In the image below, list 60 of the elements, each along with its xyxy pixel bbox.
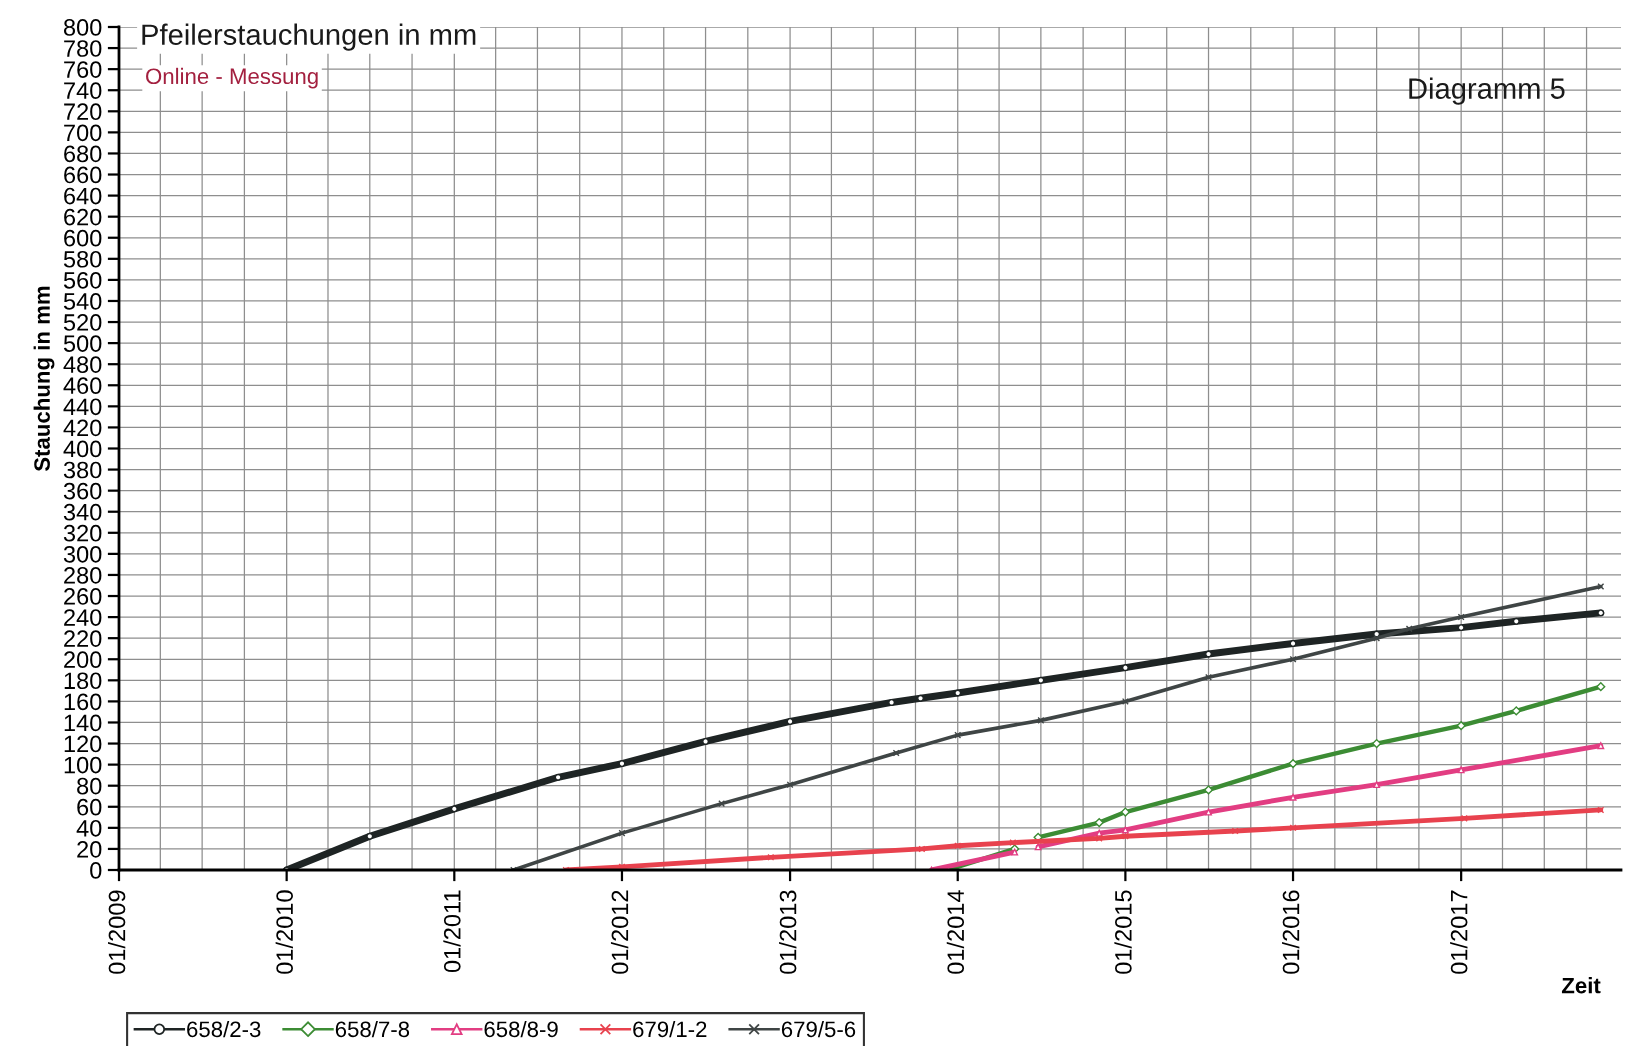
y-tick-label: 740: [64, 82, 102, 100]
y-tick-label: 760: [64, 61, 102, 78]
x-tick-label: 01/2009: [108, 890, 126, 974]
legend-label: 658/2-3: [187, 1020, 261, 1038]
chart-title: Pfeilerstauchungen in mm: [142, 23, 476, 51]
y-axis-title: Stauchung in mm: [33, 286, 55, 472]
x-axis-title: Zeit: [1561, 977, 1601, 994]
y-tick-label: 800: [63, 19, 102, 36]
y-tick-label: 280: [64, 567, 102, 584]
y-tick-label: 40: [76, 819, 102, 837]
y-tick-label: 540: [63, 293, 102, 310]
y-tick-label: 220: [64, 630, 102, 647]
y-tick-label: 700: [64, 124, 102, 142]
y-tick-label: 240: [64, 609, 102, 626]
y-tick-label: 340: [63, 503, 102, 521]
y-tick-label: 480: [63, 356, 102, 373]
y-tick-label: 180: [64, 672, 102, 690]
legend-label: 658/7-8: [335, 1020, 410, 1038]
y-tick-label: 420: [63, 419, 102, 437]
y-tick-label: 140: [64, 714, 102, 732]
x-tick-label: 01/2012: [610, 890, 629, 974]
x-tick-label: 01/2013: [779, 890, 797, 974]
y-tick-label: 620: [64, 208, 102, 226]
x-tick-label: 01/2010: [275, 890, 293, 974]
y-tick-label: 780: [64, 40, 102, 57]
y-tick-label: 260: [64, 588, 102, 605]
y-tick-label: 660: [64, 166, 102, 184]
x-tick-label: 01/2011: [443, 890, 461, 973]
y-tick-label: 580: [63, 250, 102, 268]
y-tick-label: 160: [64, 693, 102, 711]
y-tick-label: 0: [90, 862, 102, 879]
y-tick-label: 300: [63, 545, 102, 563]
legend-label: 658/8-9: [484, 1020, 558, 1038]
y-tick-label: 320: [63, 524, 102, 542]
y-tick-label: 400: [63, 440, 102, 458]
legend-label: 679/5-6: [781, 1020, 856, 1038]
x-tick-label: 01/2015: [1114, 890, 1132, 974]
y-tick-label: 520: [63, 314, 102, 331]
y-tick-label: 680: [64, 145, 102, 163]
y-tick-label: 360: [63, 482, 102, 500]
y-tick-label: 500: [63, 335, 102, 352]
x-tick-label: 01/2016: [1282, 890, 1300, 974]
y-tick-label: 60: [77, 798, 102, 816]
x-tick-label: 01/2014: [946, 890, 965, 974]
y-tick-label: 380: [63, 461, 102, 479]
x-tick-label: 01/2017: [1450, 890, 1468, 974]
y-tick-label: 440: [63, 398, 102, 416]
y-tick-label: 20: [77, 840, 102, 858]
annotation: Diagramm 5: [1409, 77, 1565, 105]
y-tick-label: 120: [64, 735, 102, 753]
y-tick-label: 80: [77, 777, 102, 795]
legend-label: 679/1-2: [633, 1020, 707, 1038]
y-tick-label: 560: [63, 271, 102, 289]
y-tick-label: 460: [63, 377, 102, 395]
y-tick-label: 720: [64, 103, 102, 121]
y-tick-label: 640: [64, 187, 102, 205]
text: Online - Messung: [146, 67, 318, 89]
y-tick-label: 600: [64, 229, 102, 247]
y-tick-label: 100: [64, 756, 102, 774]
y-tick-label: 200: [64, 651, 102, 669]
